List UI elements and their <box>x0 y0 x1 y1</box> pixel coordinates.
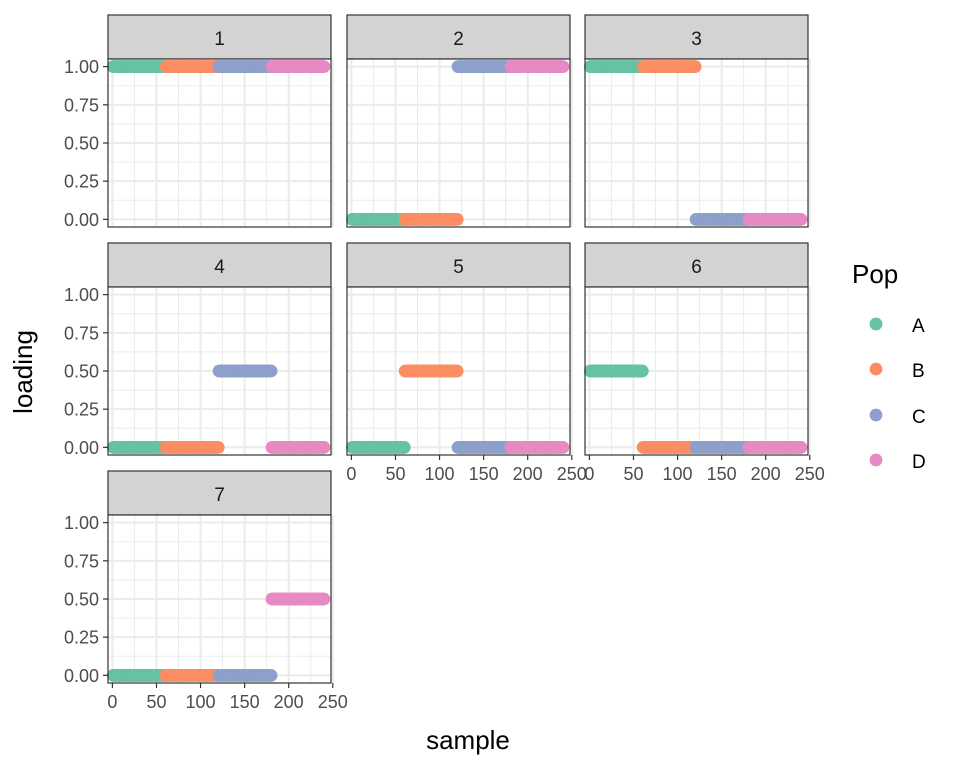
facet-strip-label: 7 <box>214 485 225 506</box>
data-points-facet-6 <box>583 364 808 454</box>
x-tick-label: 100 <box>425 464 455 484</box>
data-point <box>317 440 331 454</box>
data-point <box>635 364 649 378</box>
facet-panel-5: 50 50 100 150 200 250 <box>345 242 587 484</box>
data-point <box>556 440 570 454</box>
y-tick-label: 1.00 <box>64 285 99 305</box>
x-tick-label: 150 <box>230 692 260 712</box>
y-tick-label: 0.00 <box>64 438 99 458</box>
legend: Pop A B C D <box>852 259 926 473</box>
y-axis-label: loading <box>8 330 38 414</box>
legend-item-B: B <box>869 361 925 382</box>
facet-panel-3: 3 <box>583 14 811 228</box>
data-points-facet-3 <box>583 60 808 226</box>
facet-panel-1: 1 0.00 0.25 0.50 0.75 1.00 <box>64 14 334 230</box>
legend-key <box>869 453 883 467</box>
facet-strip-label: 5 <box>453 257 464 278</box>
y-tick-label: 0.50 <box>64 590 99 610</box>
x-tick-label: 0 <box>584 464 594 484</box>
x-tick-label: 250 <box>557 464 587 484</box>
x-tick-label: 50 <box>385 464 405 484</box>
legend-label: B <box>912 361 925 382</box>
y-tick-label: 0.75 <box>64 95 99 115</box>
data-point <box>450 212 464 226</box>
data-point <box>450 364 464 378</box>
y-tick-label: 0.50 <box>64 362 99 382</box>
facet-strip-label: 1 <box>214 29 225 50</box>
facet-strip <box>584 14 809 60</box>
panel-border <box>346 286 571 456</box>
legend-item-A: A <box>869 316 925 337</box>
y-tick-label: 1.00 <box>64 57 99 77</box>
data-point <box>794 440 808 454</box>
panel-border <box>584 58 809 228</box>
data-points-facet-4 <box>106 364 331 454</box>
facet-strip <box>107 470 332 516</box>
legend-label: A <box>912 316 925 337</box>
x-tick-label: 150 <box>707 464 737 484</box>
data-point <box>688 60 702 74</box>
data-point <box>264 668 278 682</box>
legend-key <box>869 408 883 422</box>
panel-border <box>346 58 571 228</box>
y-tick-label: 0.75 <box>64 323 99 343</box>
legend-title: Pop <box>852 259 898 289</box>
panel-border <box>584 286 809 456</box>
data-point <box>211 440 225 454</box>
facet-strip-label: 4 <box>214 257 225 278</box>
x-tick-label: 200 <box>513 464 543 484</box>
data-point <box>317 60 331 74</box>
facet-strip <box>107 242 332 288</box>
y-tick-label: 0.00 <box>64 210 99 230</box>
y-tick-label: 0.50 <box>64 134 99 154</box>
y-tick-label: 0.25 <box>64 628 99 648</box>
facet-strip <box>584 242 809 288</box>
x-tick-label: 250 <box>318 692 348 712</box>
legend-key <box>869 362 883 376</box>
x-tick-label: 250 <box>795 464 825 484</box>
facet-panel-7: 7 0.00 0.25 0.50 0.75 1.00 0 50 100 150 200 250 <box>64 470 348 712</box>
data-points-facet-7 <box>106 592 331 682</box>
y-tick-label: 1.00 <box>64 513 99 533</box>
y-tick-label: 0.25 <box>64 172 99 192</box>
legend-key <box>869 317 883 331</box>
facet-strip-label: 2 <box>453 29 464 50</box>
data-points-facet-2 <box>345 60 570 226</box>
x-tick-label: 50 <box>146 692 166 712</box>
legend-item-D: D <box>869 452 926 473</box>
facet-strip <box>346 14 571 60</box>
facet-panels: 1 0.00 0.25 0.50 0.75 1.00 2 3 4 0.00 0.25 0.50 0.75… <box>64 14 825 712</box>
y-tick-label: 0.00 <box>64 666 99 686</box>
x-tick-label: 200 <box>751 464 781 484</box>
y-tick-label: 0.75 <box>64 551 99 571</box>
legend-label: C <box>912 407 926 428</box>
facet-strip-label: 6 <box>691 257 702 278</box>
facet-panel-4: 4 0.00 0.25 0.50 0.75 1.00 <box>64 242 334 458</box>
data-point <box>794 212 808 226</box>
legend-item-C: C <box>869 407 926 428</box>
x-tick-label: 0 <box>107 692 117 712</box>
x-tick-label: 100 <box>186 692 216 712</box>
facet-strip-label: 3 <box>691 29 702 50</box>
data-point <box>556 60 570 74</box>
facet-panel-2: 2 <box>345 14 573 228</box>
data-point <box>264 364 278 378</box>
x-axis-label: sample <box>426 725 510 755</box>
x-tick-label: 0 <box>346 464 356 484</box>
data-point <box>397 440 411 454</box>
facet-strip <box>346 242 571 288</box>
x-tick-label: 100 <box>663 464 693 484</box>
data-points-facet-1 <box>106 60 331 74</box>
data-point <box>317 592 331 606</box>
legend-label: D <box>912 452 926 473</box>
facet-strip <box>107 14 332 60</box>
x-tick-label: 200 <box>274 692 304 712</box>
y-tick-label: 0.25 <box>64 400 99 420</box>
facet-panel-6: 6 0 50 100 150 200 250 <box>583 242 825 484</box>
data-points-facet-5 <box>345 364 570 454</box>
x-tick-label: 50 <box>623 464 643 484</box>
x-tick-label: 150 <box>469 464 499 484</box>
